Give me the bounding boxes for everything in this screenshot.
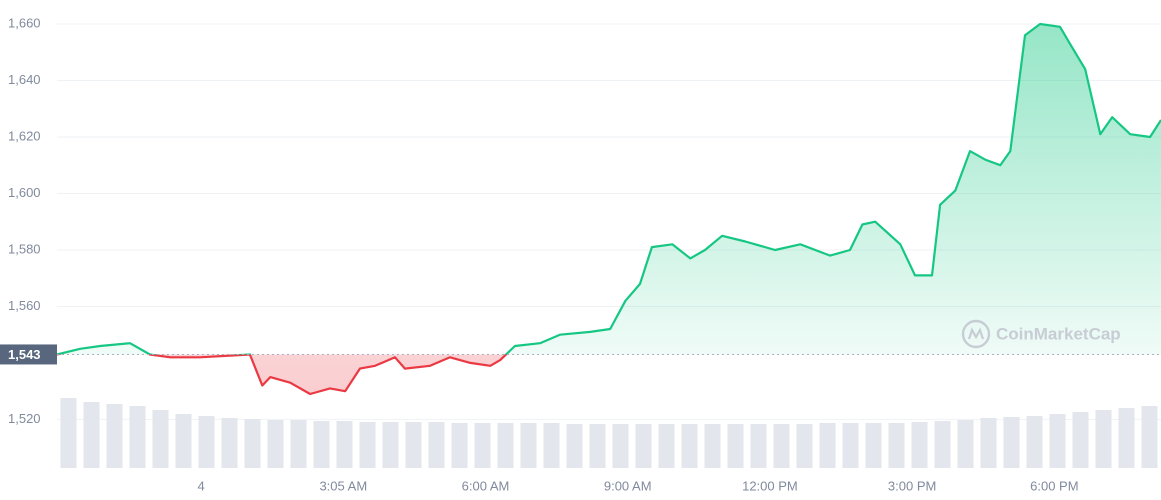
price-line-above (56, 22, 1161, 355)
volume-bar (842, 423, 859, 468)
volume-bar (221, 418, 238, 468)
volume-bar (658, 424, 675, 468)
volume-bar (888, 423, 905, 468)
y-tick-label: 1,580 (8, 241, 41, 256)
area-above (57, 24, 1161, 355)
baseline-label: 1,543 (8, 347, 41, 362)
volume-bar (1003, 417, 1020, 468)
x-tick-label: 3:00 PM (888, 478, 936, 493)
baseline-label-box (0, 344, 57, 365)
volume-bar (152, 410, 169, 468)
volume-bar (405, 422, 422, 468)
price-line-below (56, 354, 508, 396)
volume-bar (474, 423, 491, 468)
volume-bar (957, 420, 974, 468)
volume-bar (796, 424, 813, 468)
volume-bar (428, 422, 445, 468)
x-tick-label: 3:05 AM (319, 478, 367, 493)
x-tick-label: 9:00 AM (604, 478, 652, 493)
volume-bar (313, 421, 330, 468)
volume-bar (244, 419, 261, 468)
volume-bar (60, 398, 77, 468)
volume-bar (1095, 410, 1112, 468)
volume-bar (520, 423, 537, 468)
x-tick-label: 12:00 PM (742, 478, 798, 493)
volume-bar (83, 402, 100, 468)
volume-bar (819, 423, 836, 468)
volume-bar (175, 414, 192, 468)
x-tick-label: 6:00 AM (462, 478, 510, 493)
volume-bar (129, 406, 146, 468)
y-tick-label: 1,660 (8, 15, 41, 30)
volume-bar (336, 421, 353, 468)
y-tick-label: 1,560 (8, 298, 41, 313)
volume-bar (1141, 406, 1158, 468)
volume-bar (589, 424, 606, 468)
volume-bar (727, 424, 744, 468)
watermark: CoinMarketCap (961, 319, 1121, 349)
volume-bar (1118, 408, 1135, 468)
volume-bar (267, 420, 284, 468)
volume-bar (106, 404, 123, 468)
x-tick-label: 4 (197, 478, 204, 493)
volume-bar (198, 416, 215, 468)
y-tick-label: 1,640 (8, 72, 41, 87)
volume-bar (382, 422, 399, 468)
volume-bar (865, 423, 882, 468)
volume-bar (451, 423, 468, 468)
volume-bar (1049, 414, 1066, 468)
volume-bar (359, 422, 376, 468)
volume-bar (934, 421, 951, 468)
y-tick-label: 1,520 (8, 411, 41, 426)
volume-bar (750, 424, 767, 468)
volume-bar (543, 423, 560, 468)
volume-bar (911, 422, 928, 468)
volume-bar (566, 424, 583, 468)
volume-bar (612, 424, 629, 468)
y-tick-label: 1,600 (8, 185, 41, 200)
volume-bar (497, 423, 514, 468)
volume-bar (704, 424, 721, 468)
volume-bar (773, 424, 790, 468)
volume-bar (681, 424, 698, 468)
volume-bar (980, 418, 997, 468)
watermark-text: CoinMarketCap (996, 324, 1121, 343)
volume-bar (1026, 416, 1043, 468)
volume-bar (635, 424, 652, 468)
y-tick-label: 1,620 (8, 128, 41, 143)
area-below (57, 354, 1161, 394)
volume-bar (290, 420, 307, 468)
x-tick-label: 6:00 PM (1030, 478, 1078, 493)
volume-bar (1072, 412, 1089, 468)
